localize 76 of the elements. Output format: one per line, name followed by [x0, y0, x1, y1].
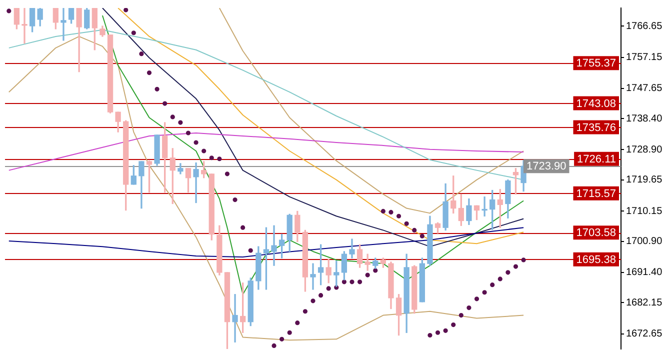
point [146, 70, 152, 76]
point [373, 268, 378, 273]
point [318, 293, 324, 298]
y-tick-label: 1682.15 [626, 297, 663, 308]
point [232, 197, 238, 202]
y-tick-label: 1747.65 [626, 83, 663, 94]
point [490, 282, 495, 288]
candlestick [193, 162, 199, 204]
point [513, 264, 518, 269]
candlestick [482, 196, 488, 216]
point [248, 248, 253, 253]
point [131, 30, 136, 36]
point [404, 221, 409, 226]
point [139, 52, 144, 56]
point [420, 234, 424, 238]
candlestick [232, 294, 238, 342]
candlestick [271, 225, 277, 266]
y-tick-label: 1700.90 [626, 236, 663, 248]
point [521, 258, 526, 262]
point [350, 280, 354, 284]
point [388, 210, 394, 215]
ref-line-label: 1726.11 [577, 153, 616, 166]
point [240, 225, 246, 230]
candlestick [60, 8, 66, 41]
y-tick-label: 1728.90 [626, 144, 663, 156]
point [396, 214, 402, 218]
point [224, 172, 230, 176]
y-tick-label: 1691.40 [626, 267, 663, 278]
y-tick-label: 1738.40 [626, 113, 663, 124]
point [194, 140, 198, 145]
point [209, 156, 214, 160]
point [498, 276, 502, 282]
ref-line-label: 1723.90 [526, 160, 566, 173]
point [178, 120, 183, 125]
point [443, 328, 448, 333]
y-tick-label: 1766.65 [626, 20, 663, 32]
point [435, 330, 440, 335]
point [154, 86, 160, 92]
point [124, 8, 128, 12]
point [458, 312, 464, 318]
point [310, 298, 316, 304]
point [451, 322, 456, 328]
point [186, 130, 191, 136]
point [506, 270, 510, 275]
point [412, 228, 417, 233]
point [280, 336, 284, 342]
point [342, 280, 346, 284]
candlestick [310, 263, 316, 290]
point [170, 114, 175, 120]
ref-line-label: 1755.37 [576, 58, 616, 70]
y-tick-label: 1710.15 [626, 206, 663, 217]
point [380, 208, 386, 214]
y-tick-label: 1719.65 [626, 174, 663, 186]
point [272, 343, 276, 348]
point [474, 296, 480, 302]
point [357, 280, 362, 284]
ref-line-label: 1743.08 [576, 98, 616, 110]
point [295, 320, 300, 326]
point [287, 330, 292, 335]
ref-line-label: 1703.58 [576, 227, 616, 240]
y-tick-label: 1672.65 [626, 328, 663, 340]
point [202, 148, 206, 154]
candlestick [22, 8, 28, 44]
point [482, 290, 487, 295]
point [326, 286, 331, 291]
point [365, 272, 370, 278]
ref-line-label: 1735.76 [576, 122, 616, 134]
point [6, 8, 12, 14]
y-tick-label: 1757.15 [626, 52, 663, 63]
ref-line-label: 1695.38 [576, 254, 616, 266]
point [302, 309, 308, 314]
point [428, 332, 432, 338]
point [466, 305, 472, 310]
ref-line-label: 1715.57 [576, 188, 616, 200]
point [217, 156, 222, 162]
point [162, 101, 168, 106]
